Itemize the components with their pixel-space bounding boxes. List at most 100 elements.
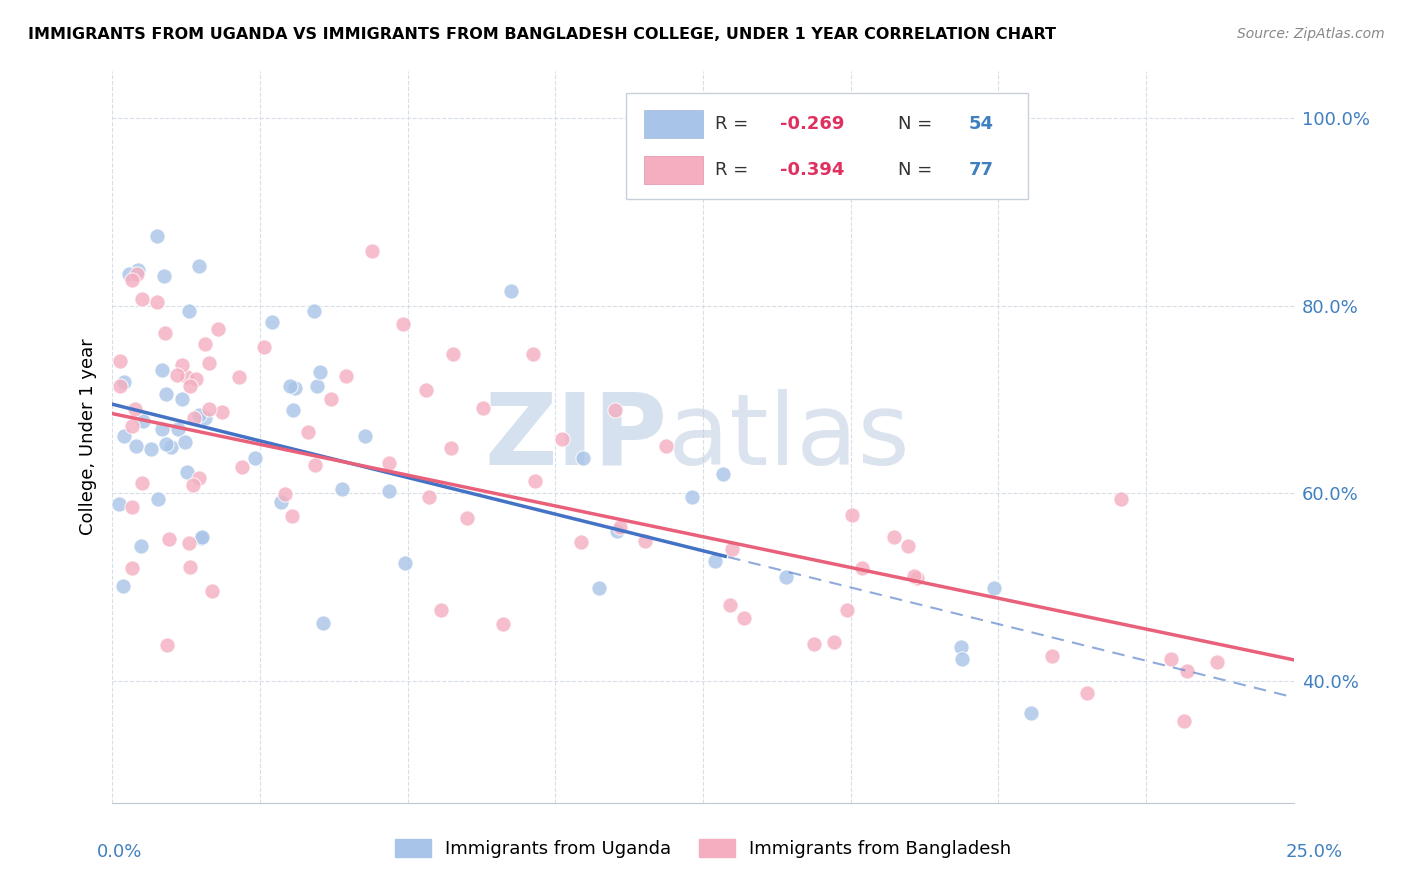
Point bbox=[1076, 686, 1098, 700]
Point bbox=[121, 500, 143, 514]
Text: R =: R = bbox=[714, 161, 754, 179]
Point bbox=[112, 429, 135, 443]
Point bbox=[307, 379, 329, 393]
Point bbox=[883, 530, 905, 544]
Point bbox=[176, 465, 198, 479]
Point bbox=[297, 425, 319, 439]
Point bbox=[522, 347, 544, 361]
Point bbox=[129, 539, 152, 553]
Point bbox=[112, 579, 135, 593]
Point bbox=[160, 440, 183, 454]
Point bbox=[571, 535, 593, 549]
Point bbox=[253, 340, 276, 354]
Point bbox=[775, 569, 797, 583]
Point bbox=[283, 403, 305, 417]
Text: ZIP: ZIP bbox=[485, 389, 668, 485]
Point bbox=[112, 375, 135, 389]
Text: 77: 77 bbox=[969, 161, 994, 179]
Point bbox=[841, 508, 863, 523]
Point bbox=[312, 616, 335, 631]
Point bbox=[172, 392, 194, 407]
Point bbox=[551, 432, 574, 446]
Point bbox=[198, 401, 221, 416]
Point bbox=[284, 381, 307, 395]
Text: -0.269: -0.269 bbox=[780, 115, 844, 133]
Point bbox=[354, 429, 377, 443]
Point bbox=[132, 414, 155, 428]
Point bbox=[418, 490, 440, 504]
Text: R =: R = bbox=[714, 115, 754, 133]
Point bbox=[127, 267, 149, 281]
Bar bbox=[644, 110, 703, 138]
Point bbox=[440, 442, 463, 456]
Point bbox=[184, 372, 207, 386]
Point bbox=[207, 321, 229, 335]
Point bbox=[125, 439, 148, 453]
Point bbox=[654, 439, 676, 453]
Point bbox=[634, 534, 657, 549]
Point bbox=[245, 450, 267, 465]
Point bbox=[572, 450, 595, 465]
Point bbox=[704, 554, 727, 568]
Point bbox=[319, 392, 342, 407]
Point bbox=[720, 541, 742, 556]
Point bbox=[155, 638, 177, 652]
Point bbox=[609, 520, 631, 534]
Point bbox=[155, 386, 177, 401]
Point bbox=[177, 535, 200, 549]
Point bbox=[179, 379, 201, 393]
Point bbox=[179, 560, 201, 574]
Point bbox=[201, 583, 224, 598]
Point bbox=[110, 354, 132, 368]
Point bbox=[176, 370, 198, 384]
Point bbox=[606, 524, 628, 538]
Point bbox=[191, 530, 214, 544]
Point bbox=[430, 602, 453, 616]
Text: Source: ZipAtlas.com: Source: ZipAtlas.com bbox=[1237, 27, 1385, 41]
Point bbox=[281, 508, 304, 523]
Point bbox=[1042, 648, 1064, 663]
Text: 0.0%: 0.0% bbox=[97, 843, 142, 861]
Text: 25.0%: 25.0% bbox=[1286, 843, 1343, 861]
Point bbox=[472, 401, 495, 415]
Text: N =: N = bbox=[898, 161, 938, 179]
Point bbox=[127, 263, 149, 277]
Point bbox=[441, 347, 464, 361]
Point bbox=[166, 368, 188, 383]
Point bbox=[733, 610, 755, 624]
Point bbox=[394, 557, 416, 571]
Point bbox=[121, 419, 143, 434]
Point bbox=[194, 336, 217, 351]
Point bbox=[605, 403, 627, 417]
Point bbox=[121, 273, 143, 287]
Point bbox=[308, 365, 330, 379]
Point bbox=[187, 409, 209, 423]
Point bbox=[835, 603, 858, 617]
Point bbox=[145, 228, 167, 243]
Point bbox=[146, 491, 169, 506]
Text: IMMIGRANTS FROM UGANDA VS IMMIGRANTS FROM BANGLADESH COLLEGE, UNDER 1 YEAR CORRE: IMMIGRANTS FROM UGANDA VS IMMIGRANTS FRO… bbox=[28, 27, 1056, 42]
Point bbox=[183, 411, 205, 425]
Point bbox=[274, 486, 297, 500]
Point bbox=[262, 315, 284, 329]
Point bbox=[304, 458, 326, 473]
Point bbox=[108, 498, 131, 512]
Point bbox=[190, 531, 212, 545]
Point bbox=[335, 368, 357, 383]
Point bbox=[170, 358, 193, 372]
Point bbox=[124, 402, 146, 417]
Point bbox=[983, 581, 1005, 595]
Point bbox=[157, 532, 180, 546]
Point bbox=[330, 483, 353, 497]
Point bbox=[270, 494, 292, 508]
Point bbox=[711, 467, 734, 482]
Point bbox=[377, 484, 399, 499]
Point bbox=[181, 478, 204, 492]
Point bbox=[415, 383, 437, 397]
Point bbox=[897, 539, 920, 553]
Point bbox=[360, 244, 382, 258]
Text: atlas: atlas bbox=[668, 389, 910, 485]
Point bbox=[1109, 491, 1132, 506]
Point bbox=[1160, 652, 1182, 666]
Point bbox=[718, 598, 741, 612]
